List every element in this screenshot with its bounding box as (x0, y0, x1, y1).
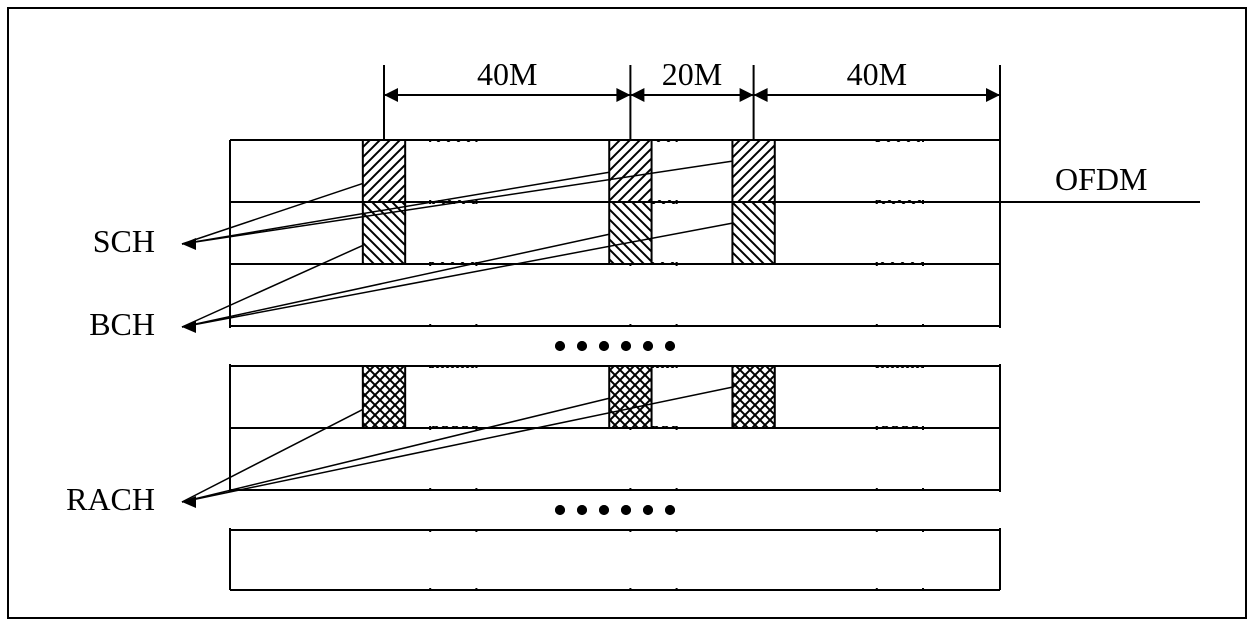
dim-label: 40M (477, 56, 537, 92)
ofdm-label: OFDM (1055, 161, 1147, 197)
dim-label: 20M (662, 56, 722, 92)
side-label: BCH (89, 306, 155, 342)
dim-label: 40M (847, 56, 907, 92)
side-label: RACH (66, 481, 155, 517)
side-label: SCH (93, 223, 155, 259)
diagram-stage: 40M 20M 40M OFDM SCH BCH RACH (0, 0, 1254, 626)
